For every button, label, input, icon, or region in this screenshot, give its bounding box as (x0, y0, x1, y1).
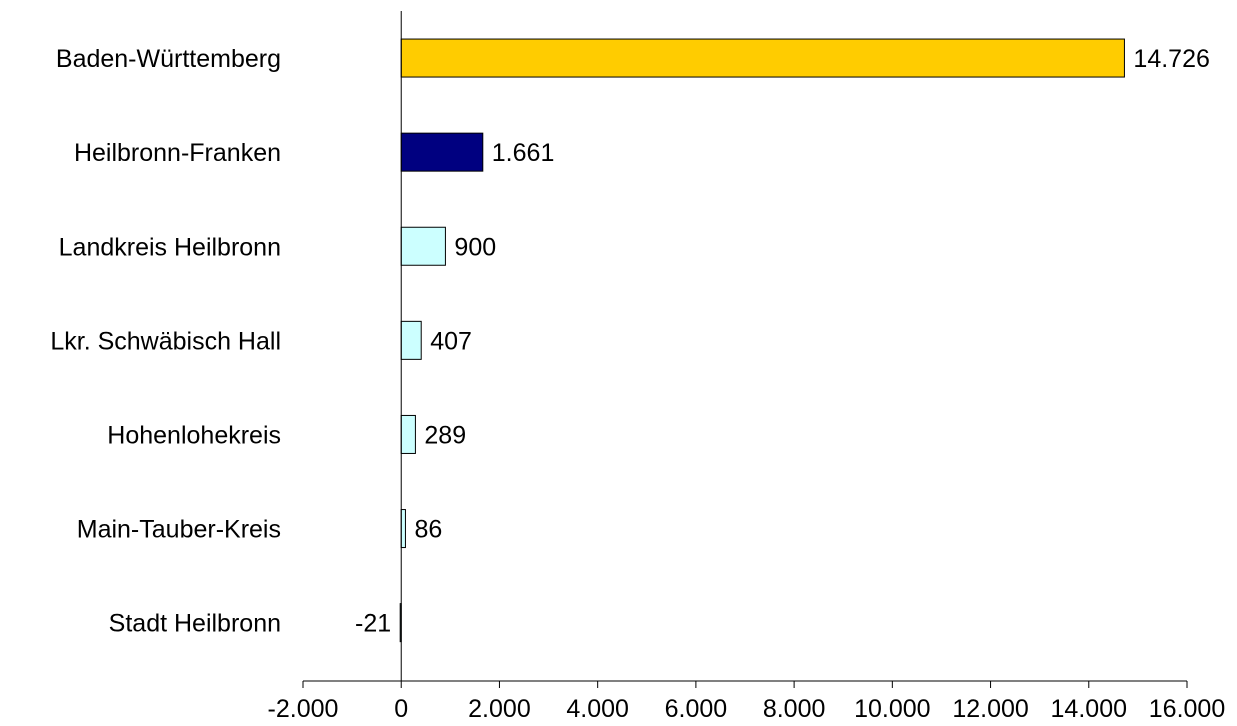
value-label: 14.726 (1133, 45, 1209, 73)
value-label: 289 (424, 421, 466, 449)
value-label: -21 (355, 610, 391, 638)
value-labels-group: 14.726 1.661 900 407 289 86 -21 (355, 45, 1210, 638)
x-tick-label: 12.000 (952, 695, 1028, 723)
x-tick-label: -2.000 (268, 695, 339, 723)
category-labels-group: Baden-Württemberg Heilbronn-Franken Landkr… (50, 45, 281, 638)
bar-2 (400, 226, 446, 266)
category-label: Lkr. Schwäbisch Hall (50, 327, 281, 355)
bars-group (399, 38, 1125, 643)
x-tick-label: 4.000 (566, 695, 629, 723)
value-label: 86 (414, 516, 442, 544)
bar-1 (400, 132, 484, 172)
category-label: Hohenlohekreis (107, 421, 281, 449)
bar-4 (400, 414, 416, 454)
x-tick-label: 2.000 (468, 695, 531, 723)
x-tick-label: 10.000 (854, 695, 930, 723)
x-tick-label: 16.000 (1149, 695, 1225, 723)
x-tick-label: 6.000 (665, 695, 728, 723)
bar-0 (400, 38, 1125, 78)
value-label: 1.661 (492, 139, 555, 167)
category-label: Stadt Heilbronn (109, 610, 281, 638)
x-axis: -2.000 0 2.000 4.000 6.000 8.000 10.000 12.000 1… (268, 680, 1225, 723)
category-label: Heilbronn-Franken (74, 139, 281, 167)
value-label: 407 (430, 327, 472, 355)
category-label: Landkreis Heilbronn (59, 233, 281, 261)
category-label: Main-Tauber-Kreis (77, 516, 281, 544)
bar-3 (400, 320, 422, 360)
value-label: 900 (454, 233, 496, 261)
x-tick-label: 0 (394, 695, 408, 723)
x-tick-label: 8.000 (763, 695, 826, 723)
x-tick-label: 14.000 (1051, 695, 1127, 723)
category-label: Baden-Württemberg (56, 45, 281, 73)
bar-5 (400, 509, 406, 549)
